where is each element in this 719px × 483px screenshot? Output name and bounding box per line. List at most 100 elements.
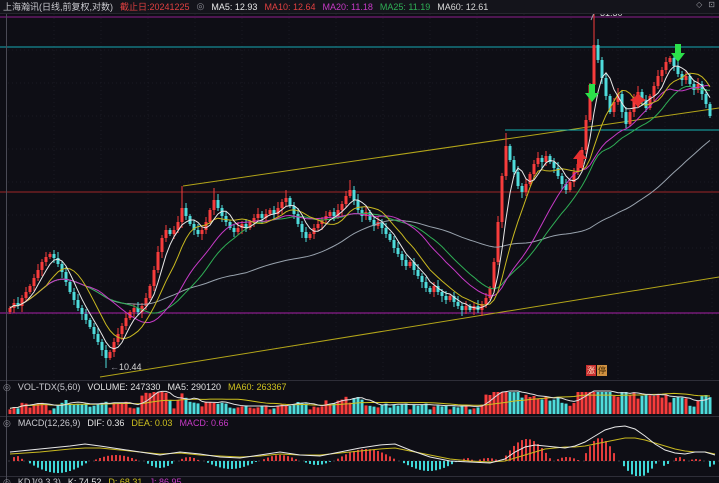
macd-hist-bar (65, 461, 67, 473)
volume-bar (84, 403, 88, 414)
candle-body (536, 158, 540, 164)
volume-bar (480, 404, 484, 414)
macd-hist-bar (223, 461, 225, 469)
macd-hist-bar (231, 461, 233, 469)
volume-bar (260, 406, 264, 414)
volume-bar (396, 405, 400, 414)
macd-hist-bar (439, 461, 441, 470)
candle-body (92, 327, 96, 334)
macd-hist-bar (573, 458, 575, 461)
macd-hist-bar (197, 459, 199, 461)
candle-body (80, 308, 84, 314)
volume-bar (700, 396, 704, 414)
candle-body (668, 58, 672, 62)
macd-hist-bar (451, 461, 453, 465)
candle-body (40, 262, 44, 270)
volume-bar (416, 405, 420, 414)
volume-bar (444, 405, 448, 414)
macd-hist-bar (247, 461, 249, 466)
macd-hist-bar (263, 459, 265, 461)
macd-hist-bar (675, 457, 677, 461)
candle-body (108, 352, 112, 358)
volume-bar (624, 392, 628, 414)
macd-hist-bar (491, 458, 493, 461)
candle-body (560, 176, 564, 184)
volume-bar (196, 403, 200, 414)
kdj-j-value: J: 86.95 (149, 477, 182, 483)
macd-hist-bar (471, 459, 473, 461)
candle-body (556, 168, 560, 176)
volume-bar (160, 392, 164, 414)
volume-bar (536, 398, 540, 414)
macd-hist-bar (487, 458, 489, 461)
candle-body (440, 292, 444, 296)
candle-body (572, 172, 576, 182)
candle-body (224, 216, 228, 222)
macd-hist-bar (389, 456, 391, 461)
macd-hist-bar (427, 461, 429, 471)
volume-bar (376, 407, 380, 414)
indicator-settings-icon[interactable]: ◎ (196, 1, 205, 11)
candle-body (176, 222, 180, 230)
volume-bar (360, 399, 364, 414)
macd-hist-bar (627, 461, 629, 471)
macd-hist-bar (513, 445, 515, 461)
candle-body (436, 286, 440, 292)
candle-body (208, 210, 212, 222)
volume-bar (180, 393, 184, 414)
volume-bar (300, 402, 304, 414)
macd-hist-bar (495, 459, 497, 461)
macd-hist-bar (155, 461, 157, 468)
candle-body (568, 182, 572, 190)
volume-bar (192, 402, 196, 414)
macd-hist-bar (279, 455, 281, 461)
volume-bar (644, 394, 648, 414)
candle-body (120, 326, 124, 334)
macd-hist-bar (419, 461, 421, 470)
macd-hist-bar (631, 461, 633, 475)
candle-body (404, 260, 408, 266)
volume-bar (232, 408, 236, 414)
candle-body (160, 238, 164, 252)
volume-bar (216, 403, 220, 414)
candle-body (508, 146, 512, 160)
macd-settings-icon[interactable]: ◎ (3, 418, 11, 428)
candle-body (168, 230, 172, 234)
volume-bar (576, 392, 580, 414)
macd-hist-bar (167, 461, 169, 466)
volume-bar (108, 407, 112, 414)
macd-hist-bar (683, 459, 685, 461)
macd-hist-bar (69, 461, 71, 471)
volume-bar (432, 406, 436, 414)
volume-bar (452, 406, 456, 414)
candle-body (392, 240, 396, 248)
volume-bar (220, 402, 224, 414)
macd-hist-bar (287, 456, 289, 461)
macd-hist-bar (549, 458, 551, 461)
kdj-indicator-name: KDJ(9,3,3) (17, 477, 61, 483)
candle-body (212, 200, 216, 210)
macd-hist-bar (115, 455, 117, 461)
candle-body (356, 200, 360, 210)
volume-bar (640, 395, 644, 414)
ma-line (9, 84, 711, 324)
candle-body (424, 282, 428, 288)
kdj-settings-icon[interactable]: ◎ (3, 477, 11, 483)
volume-settings-icon[interactable]: ◎ (3, 382, 11, 392)
candle-body (708, 104, 712, 116)
volume-bar (652, 396, 656, 414)
macd-hist-bar (45, 461, 47, 471)
star-marker-icon (630, 92, 646, 108)
macd-hist-bar (185, 457, 187, 461)
volume-bar (440, 406, 444, 414)
macd-hist-bar (679, 457, 681, 461)
candle-body (348, 190, 352, 196)
volume-bar (600, 392, 604, 414)
candle-body (136, 308, 140, 312)
candle-body (612, 102, 616, 112)
diamond-icon[interactable]: ◇ (696, 0, 703, 9)
candle-body (544, 156, 548, 162)
restore-icon[interactable]: ⊡ (708, 0, 715, 9)
